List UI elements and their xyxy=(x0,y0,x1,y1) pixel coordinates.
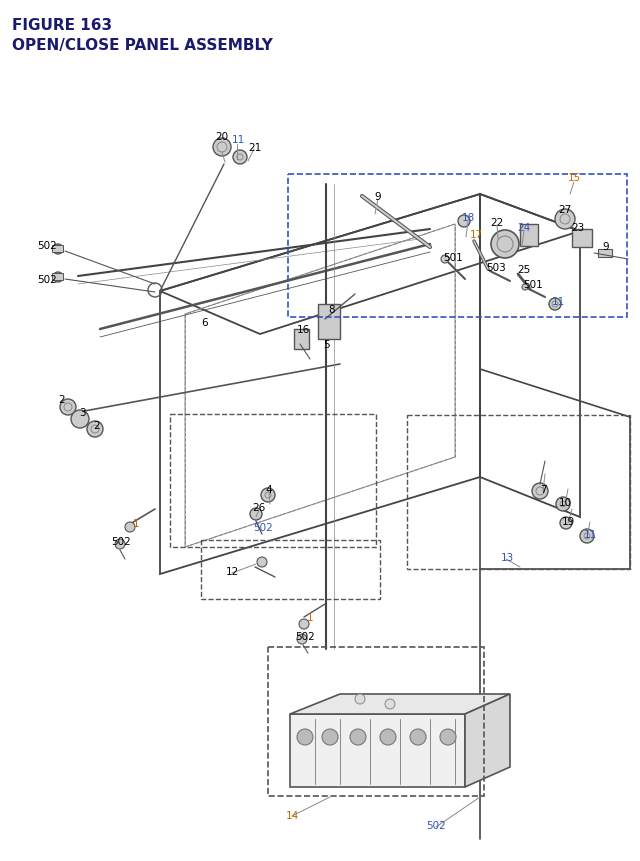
Text: 14: 14 xyxy=(285,810,299,820)
Text: 1: 1 xyxy=(132,518,140,529)
Bar xyxy=(520,225,538,247)
Text: 9: 9 xyxy=(603,242,609,251)
Text: 25: 25 xyxy=(517,264,531,275)
Text: 502: 502 xyxy=(111,536,131,547)
Text: 501: 501 xyxy=(443,253,463,263)
Circle shape xyxy=(257,557,267,567)
Polygon shape xyxy=(465,694,510,787)
Circle shape xyxy=(549,299,561,311)
Text: 27: 27 xyxy=(558,205,572,214)
Text: 21: 21 xyxy=(248,143,262,152)
Bar xyxy=(268,647,484,796)
Text: 20: 20 xyxy=(216,132,228,142)
Circle shape xyxy=(355,694,365,704)
Bar xyxy=(52,274,63,281)
Bar xyxy=(288,175,627,318)
Text: 13: 13 xyxy=(500,553,514,562)
Circle shape xyxy=(580,530,594,543)
Text: 9: 9 xyxy=(374,192,381,201)
Bar xyxy=(201,541,380,599)
Text: 15: 15 xyxy=(568,173,580,183)
Text: 7: 7 xyxy=(540,485,547,494)
Bar xyxy=(170,414,376,548)
Circle shape xyxy=(491,231,519,258)
Circle shape xyxy=(440,729,456,745)
Text: 502: 502 xyxy=(37,241,57,251)
Circle shape xyxy=(261,488,275,503)
Text: 6: 6 xyxy=(202,318,208,328)
Text: 23: 23 xyxy=(572,223,584,232)
Polygon shape xyxy=(290,694,510,714)
Circle shape xyxy=(299,619,309,629)
Text: 502: 502 xyxy=(426,820,446,830)
Circle shape xyxy=(458,216,470,228)
Circle shape xyxy=(322,729,338,745)
Circle shape xyxy=(556,498,570,511)
Text: 22: 22 xyxy=(490,218,504,228)
Circle shape xyxy=(532,483,548,499)
Polygon shape xyxy=(290,714,465,787)
Text: 17: 17 xyxy=(469,230,483,239)
Circle shape xyxy=(555,210,575,230)
Text: 26: 26 xyxy=(252,503,266,512)
Text: 502: 502 xyxy=(37,275,57,285)
Circle shape xyxy=(115,539,125,549)
Circle shape xyxy=(250,508,262,520)
Bar xyxy=(318,305,340,339)
Circle shape xyxy=(60,400,76,416)
Text: 24: 24 xyxy=(517,223,531,232)
Bar xyxy=(598,250,612,257)
Bar xyxy=(294,330,309,350)
Text: 4: 4 xyxy=(266,485,272,494)
Text: 11: 11 xyxy=(584,530,596,539)
Circle shape xyxy=(522,285,528,291)
Circle shape xyxy=(380,729,396,745)
Circle shape xyxy=(87,422,103,437)
Bar xyxy=(407,416,630,569)
Text: 16: 16 xyxy=(296,325,310,335)
Text: 501: 501 xyxy=(523,280,543,289)
Circle shape xyxy=(410,729,426,745)
Bar xyxy=(52,245,63,253)
Text: 12: 12 xyxy=(225,567,239,576)
Text: 502: 502 xyxy=(253,523,273,532)
Text: 18: 18 xyxy=(461,213,475,223)
Circle shape xyxy=(53,273,63,282)
Circle shape xyxy=(297,729,313,745)
Text: 11: 11 xyxy=(232,135,244,145)
Circle shape xyxy=(233,151,247,164)
Circle shape xyxy=(385,699,395,709)
Text: 2: 2 xyxy=(93,420,100,430)
Text: 19: 19 xyxy=(561,517,575,526)
Text: 2: 2 xyxy=(59,394,65,405)
Text: 502: 502 xyxy=(295,631,315,641)
Text: 8: 8 xyxy=(329,305,335,314)
Circle shape xyxy=(71,411,89,429)
Circle shape xyxy=(53,245,63,255)
Text: 5: 5 xyxy=(323,339,330,350)
Text: 3: 3 xyxy=(79,407,85,418)
Circle shape xyxy=(125,523,135,532)
Text: 11: 11 xyxy=(552,297,564,307)
Text: 10: 10 xyxy=(559,498,572,507)
Circle shape xyxy=(350,729,366,745)
Bar xyxy=(572,230,592,248)
Text: 1: 1 xyxy=(307,612,314,623)
Circle shape xyxy=(560,517,572,530)
Circle shape xyxy=(297,635,307,644)
Circle shape xyxy=(441,256,449,263)
Text: 503: 503 xyxy=(486,263,506,273)
Text: OPEN/CLOSE PANEL ASSEMBLY: OPEN/CLOSE PANEL ASSEMBLY xyxy=(12,38,273,53)
Circle shape xyxy=(213,139,231,157)
Text: FIGURE 163: FIGURE 163 xyxy=(12,18,112,33)
